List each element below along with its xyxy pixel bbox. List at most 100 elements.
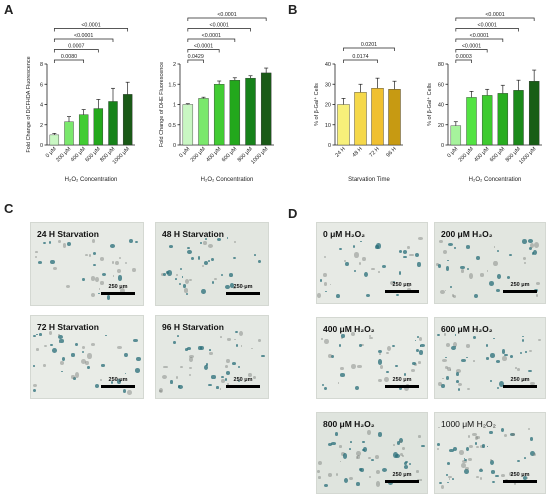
- stained-cell: [389, 280, 395, 286]
- stained-cell: [449, 285, 452, 288]
- stained-cell: [447, 482, 449, 484]
- stained-cell: [330, 354, 334, 358]
- stained-cell: [211, 375, 216, 379]
- scale-bar: [226, 292, 260, 295]
- stained-cell: [375, 470, 380, 475]
- scale-bar-label: 250 μm: [392, 282, 412, 288]
- stained-cell: [122, 388, 126, 393]
- stained-cell: [399, 437, 404, 443]
- stained-cell: [443, 249, 448, 254]
- stained-cell: [163, 366, 168, 369]
- stained-cell: [442, 377, 444, 380]
- stained-cell: [37, 261, 43, 265]
- x-tick-label: 24 H: [334, 146, 346, 158]
- stained-cell: [486, 446, 489, 448]
- stained-cell: [106, 295, 110, 300]
- stained-cell: [402, 250, 407, 255]
- stained-cell: [537, 339, 541, 342]
- comparison-bracket: [187, 17, 267, 21]
- stained-cell: [454, 247, 457, 249]
- stained-cell: [350, 332, 355, 337]
- stained-cell: [42, 241, 47, 245]
- stained-cell: [323, 282, 328, 286]
- comparison-bracket: [455, 38, 504, 42]
- stained-cell: [199, 242, 202, 245]
- micrograph-label: 0 μM H₂O₂: [323, 229, 366, 239]
- micrograph-label: 200 μM H₂O₂: [441, 229, 493, 239]
- stained-cell: [536, 282, 541, 286]
- stained-cell: [98, 292, 100, 295]
- bar: [528, 81, 540, 146]
- stained-cell: [402, 454, 405, 458]
- stained-cell: [530, 451, 536, 457]
- y-axis-label: % of β-Gal⁺ Cells: [313, 83, 320, 126]
- stained-cell: [258, 259, 262, 263]
- stained-cell: [457, 382, 462, 386]
- stained-cell: [62, 243, 67, 248]
- stained-cell: [210, 257, 215, 262]
- stained-cell: [449, 368, 452, 371]
- stained-cell: [205, 363, 208, 366]
- stained-cell: [337, 382, 340, 385]
- stained-cell: [101, 364, 105, 367]
- stained-cell: [165, 271, 169, 275]
- stained-cell: [403, 465, 408, 470]
- micrograph: 200 μM H₂O₂ 250 μm: [434, 222, 546, 304]
- stained-cell: [339, 460, 342, 462]
- stained-cell: [467, 435, 471, 438]
- p-value-label: 0.0201: [361, 42, 377, 48]
- bar: [78, 114, 89, 146]
- stained-cell: [101, 272, 107, 277]
- stained-cell: [61, 357, 65, 361]
- stained-cell: [511, 432, 515, 436]
- stained-cell: [233, 338, 236, 341]
- stained-cell: [438, 427, 440, 429]
- stained-cell: [409, 463, 412, 466]
- stained-cell: [349, 440, 352, 443]
- stained-cell: [367, 430, 371, 436]
- stained-cell: [59, 339, 64, 343]
- stained-cell: [461, 269, 464, 273]
- stained-cell: [495, 360, 500, 364]
- stained-cell: [117, 275, 123, 281]
- bar: [497, 93, 509, 146]
- scale-bar-label: 250 μm: [392, 377, 412, 383]
- stained-cell: [321, 383, 325, 387]
- stained-cell: [461, 463, 466, 469]
- stained-cell: [386, 351, 389, 355]
- stained-cell: [353, 245, 356, 248]
- stained-cell: [368, 475, 371, 478]
- stained-cell: [407, 245, 411, 250]
- stained-cell: [360, 240, 362, 243]
- stained-cell: [493, 246, 496, 248]
- stained-cell: [320, 338, 324, 340]
- stained-cell: [447, 461, 451, 465]
- stained-cell: [92, 252, 96, 256]
- stained-cell: [447, 259, 449, 262]
- stained-cell: [329, 283, 332, 286]
- scale-bar-label: 250 μm: [392, 472, 412, 478]
- stained-cell: [232, 257, 236, 260]
- stained-cell: [529, 246, 533, 250]
- stained-cell: [496, 387, 499, 390]
- scale-bar-label: 250 μm: [108, 284, 128, 290]
- stained-cell: [406, 284, 410, 288]
- stained-cell: [480, 444, 484, 449]
- stained-cell: [489, 460, 494, 466]
- stained-cell: [180, 365, 184, 368]
- stained-cell: [178, 385, 183, 390]
- stained-cell: [489, 459, 493, 461]
- stained-cell: [499, 380, 505, 387]
- stained-cell: [225, 365, 228, 368]
- stained-cell: [357, 364, 362, 369]
- x-tick-label: 96 H: [385, 146, 397, 158]
- micrograph-label: 24 H Starvation: [37, 229, 99, 239]
- stained-cell: [522, 476, 527, 481]
- stained-cell: [417, 237, 423, 241]
- stained-cell: [349, 477, 353, 481]
- stained-cell: [438, 239, 443, 244]
- stained-cell: [57, 239, 61, 243]
- stained-cell: [528, 239, 534, 243]
- stained-cell: [523, 261, 527, 264]
- micrograph: 96 H Starvation 250 μm: [155, 315, 269, 399]
